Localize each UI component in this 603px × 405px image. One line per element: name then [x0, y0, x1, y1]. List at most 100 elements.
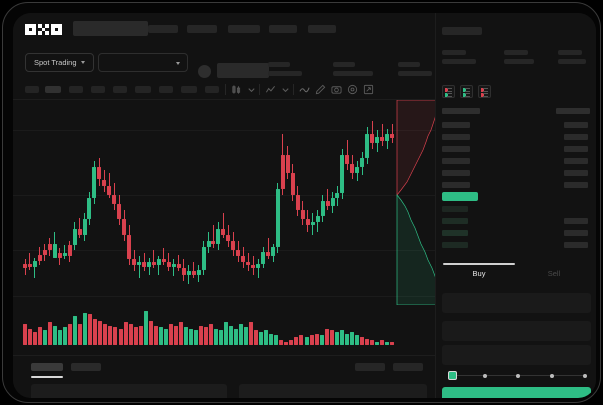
volume-bar [309, 335, 314, 345]
order-book[interactable] [436, 106, 596, 261]
order-total-field[interactable] [442, 345, 591, 365]
pencil-icon[interactable] [315, 84, 326, 95]
volume-bar [68, 323, 73, 345]
gridline-2 [13, 250, 435, 251]
orderbook-ask-amount [564, 134, 588, 140]
volume-bar [239, 323, 244, 345]
bottom-card-orders[interactable] [239, 384, 427, 398]
sidebar-stat-2-label [504, 50, 528, 55]
sidebar-stat-1-label [442, 50, 466, 55]
bottom-tab-order-history[interactable] [71, 363, 101, 371]
chevron-down-icon [80, 61, 85, 64]
volume-bar [319, 335, 324, 345]
nav-item-1[interactable] [148, 25, 178, 33]
orderbook-mode-both-icon[interactable] [442, 85, 455, 98]
camera-icon[interactable] [331, 84, 342, 95]
toolbar-divider-3 [293, 84, 294, 95]
tf-1[interactable] [25, 86, 39, 93]
tab-sell[interactable]: Sell [547, 269, 561, 278]
orderbook-ask-amount [564, 182, 588, 188]
volume-bar [289, 340, 294, 345]
volume-bar [38, 327, 43, 345]
tf-9[interactable] [205, 86, 219, 93]
tf-3[interactable] [69, 86, 83, 93]
bottom-action-2[interactable] [393, 363, 423, 371]
order-price-field[interactable] [442, 293, 591, 313]
orderbook-bid-row [442, 230, 468, 236]
stat-24h-change-value [333, 71, 373, 76]
bottom-card-assets[interactable] [31, 384, 227, 398]
volume-bar [264, 330, 269, 345]
line-tool-icon[interactable] [299, 84, 310, 95]
volume-bar [188, 328, 193, 345]
market-type-selector[interactable]: Spot Trading [25, 53, 94, 72]
bottom-tab-open-orders[interactable] [31, 363, 63, 371]
slider-stop-25[interactable] [482, 373, 487, 378]
slider-stop-50[interactable] [516, 373, 520, 378]
nav-item-2[interactable] [187, 25, 217, 33]
okx-logo[interactable] [25, 24, 63, 35]
mode-rows [447, 88, 452, 97]
tf-2[interactable] [45, 86, 61, 93]
order-side-underline [443, 263, 515, 265]
volume-bar [128, 323, 133, 345]
volume-bar [193, 330, 198, 345]
volume-bar [43, 330, 48, 345]
bottom-action-1[interactable] [355, 363, 385, 371]
orderbook-ask-amount [564, 122, 588, 128]
fullscreen-icon[interactable] [363, 84, 374, 95]
orderbook-ask-row [442, 122, 470, 128]
volume-bar [138, 325, 143, 345]
stat-24h-high-value [398, 71, 432, 76]
volume-bar [33, 332, 38, 345]
tf-8[interactable] [181, 86, 197, 93]
chevron-down-icon[interactable] [246, 84, 257, 95]
orderbook-col-header-amount [556, 108, 590, 114]
volume-bar [279, 340, 284, 345]
settings-icon[interactable] [347, 84, 358, 95]
nav-item-3[interactable] [228, 25, 260, 33]
tab-buy[interactable]: Buy [472, 269, 486, 278]
amount-slider[interactable] [448, 371, 588, 380]
volume-bar [359, 336, 364, 345]
volume-bar [314, 333, 319, 345]
coin-avatar [198, 65, 211, 78]
orderbook-ask-amount [564, 158, 588, 164]
global-search-input[interactable] [73, 21, 148, 36]
nav-item-5[interactable] [308, 25, 336, 33]
place-buy-order-button[interactable] [442, 387, 591, 398]
price-chart[interactable] [13, 100, 435, 355]
indicators-icon[interactable] [265, 84, 276, 95]
volume-bar [118, 328, 123, 345]
tf-7[interactable] [159, 86, 173, 93]
volume-bar [183, 327, 188, 345]
trading-pair-selector[interactable] [98, 53, 188, 72]
mode-bottom-bar [463, 93, 466, 97]
okx-logo-glyph-0 [25, 24, 36, 35]
volume-bar [379, 340, 384, 345]
volume-bar [339, 330, 344, 345]
slider-stop-100[interactable] [583, 373, 587, 378]
tf-5[interactable] [113, 86, 127, 93]
volume-bar [23, 323, 27, 345]
volume-bar [133, 327, 138, 345]
candlestick-type-icon[interactable] [231, 84, 242, 95]
volume-bar [93, 319, 98, 345]
slider-handle[interactable] [448, 371, 457, 380]
volume-bar [244, 327, 249, 345]
orderbook-mode-bids-icon[interactable] [460, 85, 473, 98]
order-amount-field[interactable] [442, 321, 591, 341]
tf-6[interactable] [135, 86, 151, 93]
volume-bar [113, 327, 118, 345]
volume-bar [344, 333, 349, 345]
volume-series [23, 307, 395, 345]
orderbook-mode-asks-icon[interactable] [478, 85, 491, 98]
nav-item-4[interactable] [269, 25, 297, 33]
bottom-tab-open-orders-underline [31, 376, 63, 378]
app-screen: Spot Trading [13, 13, 596, 398]
volume-bar [198, 325, 203, 345]
tf-4[interactable] [91, 86, 105, 93]
volume-bar [63, 327, 68, 345]
chevron-down-icon-2[interactable] [280, 84, 291, 95]
slider-stop-75[interactable] [549, 373, 554, 378]
